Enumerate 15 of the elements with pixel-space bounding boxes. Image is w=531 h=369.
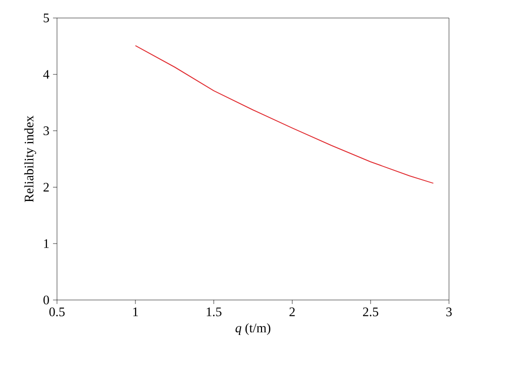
y-tick-label: 2 (44, 182, 49, 192)
x-tick-label: 0.5 (49, 308, 65, 316)
x-axis-title: q (t/m) (236, 323, 270, 335)
x-tick-label: 1 (133, 308, 138, 316)
x-tick-label: 3 (446, 308, 452, 316)
x-tick-label: 1.5 (206, 308, 222, 316)
y-tick-label: 3 (44, 126, 49, 136)
y-tick-label: 0 (43, 296, 49, 304)
y-axis-title: Reliability index (24, 116, 36, 202)
y-tick-label: 1 (44, 239, 49, 248)
y-tick-label: 5 (44, 14, 49, 22)
x-tick-label: 2.5 (363, 308, 378, 316)
line-series (134, 45, 434, 184)
x-tick-label: 2 (290, 308, 295, 316)
y-tick-label: 4 (43, 70, 50, 79)
